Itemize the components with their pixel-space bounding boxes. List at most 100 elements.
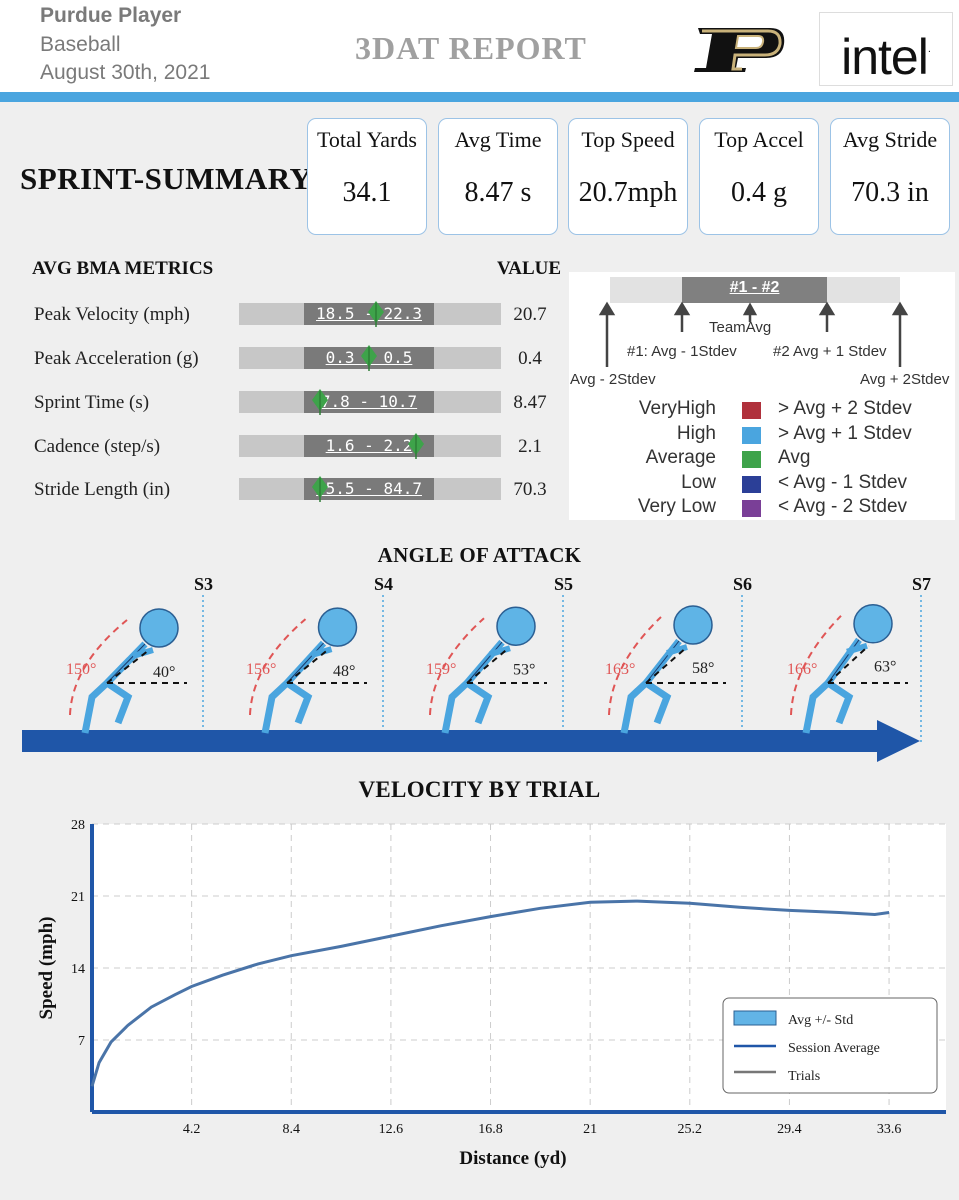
bma-range-band (304, 391, 434, 413)
attack-angle-line (466, 647, 510, 684)
bma-metric-label: Sprint Time (s) (34, 392, 150, 413)
minus-one-label: #1: Avg - 1Stdev (627, 343, 737, 360)
card-label: Top Speed (581, 127, 675, 152)
legend-swatch (742, 500, 761, 517)
section-label: S4 (374, 574, 393, 594)
avg-stride-card: Avg Stride 70.3 in (830, 118, 950, 235)
sport-label: Baseball (40, 33, 121, 56)
legend-swatch (742, 451, 761, 468)
report-title: 3DAT REPORT (355, 30, 587, 66)
bma-heading: AVG BMA METRICS (32, 258, 214, 279)
card-label: Avg Stride (842, 127, 938, 152)
bma-range-bar: 18.5 - 22.3 (239, 301, 501, 327)
runner-head (853, 604, 893, 644)
card-value: 70.3 in (851, 177, 929, 208)
bma-marker-icon (311, 389, 328, 415)
legend-swatch (742, 426, 761, 444)
runner-figure: 150° 40° (66, 608, 187, 734)
sprint-summary-title: SPRINT-SUMMARY (20, 161, 313, 196)
bma-metric-value: 0.4 (518, 348, 542, 369)
angle-of-attack-title: ANGLE OF ATTACK (377, 543, 582, 567)
bma-marker-icon (361, 345, 377, 371)
card-label: Total Yards (317, 127, 417, 152)
report-date: August 30th, 2021 (40, 61, 211, 84)
chart-legend: Avg +/- Std Session Average Trials (722, 997, 938, 1094)
card-value: 0.4 g (731, 177, 787, 208)
bma-metric-value: 20.7 (513, 304, 547, 325)
legend-level-label: Average (645, 447, 716, 468)
bma-range-label: 7.8 - 10.7 (320, 392, 418, 411)
y-tick-label: 28 (71, 818, 85, 833)
chart-title: VELOCITY BY TRIAL (358, 777, 601, 802)
back-angle-label: 163° (605, 661, 635, 678)
x-tick-label: 33.6 (877, 1122, 902, 1137)
stdev-scale-diagram (598, 277, 909, 367)
legend-level-label: Low (681, 471, 716, 493)
attack-angle-line (645, 646, 688, 684)
back-angle-arc (69, 619, 128, 716)
back-angle-label: 159° (426, 661, 456, 678)
card-value: 34.1 (342, 177, 392, 208)
report-header: Purdue Player Baseball August 30th, 2021… (0, 0, 959, 92)
bma-metric-label: Peak Acceleration (g) (34, 348, 199, 369)
intel-logo: intel. (819, 12, 953, 86)
x-tick-label: 29.4 (777, 1122, 802, 1137)
x-tick-label: 12.6 (379, 1122, 404, 1137)
x-tick-label: 4.2 (183, 1122, 201, 1137)
intel-logo-mark: . (927, 43, 931, 55)
bma-metric-label: Cadence (step/s) (34, 436, 161, 457)
card-label: Top Accel (714, 127, 804, 152)
bma-marker-icon (367, 301, 384, 327)
legend-entry: Avg +/- Std (788, 1013, 853, 1028)
legend-std-swatch (733, 1010, 777, 1026)
x-tick-label: 25.2 (678, 1122, 703, 1137)
bma-range-bar: 1.6 - 2.2 (239, 433, 501, 459)
top-accel-card: Top Accel 0.4 g (699, 118, 819, 235)
x-axis-title: Distance (yd) (459, 1148, 566, 1169)
card-value: 8.47 s (464, 177, 532, 208)
avg-time-card: Avg Time 8.47 s (438, 118, 558, 235)
legend-level-description: > Avg + 1 Stdev (778, 422, 912, 444)
header-rule (0, 92, 959, 102)
back-angle-label: 150° (66, 661, 96, 678)
back-angle-arc (249, 618, 307, 716)
attack-angle-label: 40° (153, 664, 175, 681)
player-name: Purdue Player (40, 4, 182, 27)
runner-head (673, 605, 713, 645)
attack-angle-label: 48° (333, 663, 355, 680)
x-tick-label: 16.8 (478, 1122, 503, 1137)
bma-metric-value: 2.1 (518, 436, 542, 457)
x-tick-label: 21 (583, 1122, 597, 1137)
legend-level-description: Avg (778, 447, 811, 468)
legend-level-description: < Avg - 1 Stdev (778, 471, 908, 493)
legend-entry: Session Average (788, 1041, 880, 1056)
bma-range-band (304, 435, 434, 457)
legend-level-description: > Avg + 2 Stdev (778, 398, 912, 419)
legend-level-label: VeryHigh (638, 398, 716, 419)
session-average-line (90, 899, 890, 1087)
bma-range-label: 1.6 - 2.2 (325, 436, 413, 455)
bma-metric-value: 8.47 (513, 392, 547, 413)
back-angle-label: 156° (246, 661, 276, 678)
x-tick-label: 8.4 (283, 1122, 301, 1137)
legend-level-label: High (676, 422, 716, 444)
legend-level-label: Very Low (637, 496, 716, 517)
section-label: S7 (912, 574, 931, 594)
minus-two-label: Avg - 2Stdev (570, 371, 656, 388)
legend-level-description: < Avg - 2 Stdev (778, 496, 908, 517)
top-speed-card: Top Speed 20.7mph (568, 118, 688, 235)
team-avg-label: TeamAvg (709, 319, 772, 336)
bma-range-bar: 65.5 - 84.7 (239, 476, 501, 502)
bma-range-bar: 7.8 - 10.7 (239, 389, 501, 415)
section-label: S5 (554, 574, 573, 594)
attack-angle-label: 58° (692, 660, 714, 677)
runner-figure: 163° 58° (605, 605, 726, 734)
intel-logo-text: intel (841, 29, 929, 85)
value-heading: VALUE (497, 258, 562, 279)
bma-metric-label: Peak Velocity (mph) (34, 304, 190, 325)
bma-range-band (304, 478, 434, 500)
y-tick-label: 21 (71, 890, 85, 905)
bma-range-bar: 0.3 - 0.5 (239, 345, 501, 371)
